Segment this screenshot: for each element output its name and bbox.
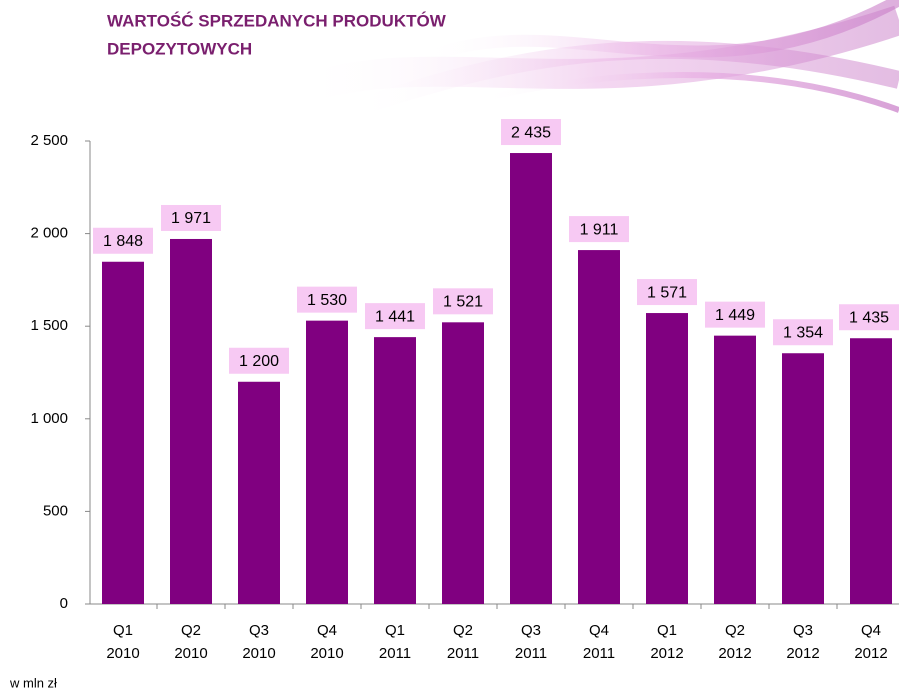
- y-tick-label: 2 500: [30, 132, 68, 149]
- value-label: 1 571: [647, 284, 687, 301]
- value-label-box: [229, 347, 289, 374]
- x-tick-label: Q3: [249, 622, 269, 639]
- x-tick-label: 2010: [242, 645, 275, 662]
- x-tick-label: 2010: [106, 645, 139, 662]
- chart-title: WARTOŚĆ SPRZEDANYCH PRODUKTÓW: [107, 11, 447, 30]
- value-label-box: [773, 319, 833, 346]
- bar: [510, 153, 552, 604]
- value-label-box: [501, 119, 561, 146]
- bar: [374, 337, 416, 604]
- x-tick-label: Q1: [385, 622, 405, 639]
- value-label-box: [365, 303, 425, 330]
- value-label-box: [637, 279, 697, 306]
- value-label: 1 848: [103, 233, 143, 250]
- y-tick-label: 1 500: [30, 317, 68, 334]
- bar: [442, 322, 484, 604]
- bar: [850, 338, 892, 604]
- x-tick-label: 2011: [447, 645, 479, 662]
- value-label: 1 435: [849, 309, 889, 326]
- value-label: 1 441: [375, 308, 415, 325]
- value-label-box: [297, 286, 357, 313]
- x-tick-label: Q2: [453, 622, 473, 639]
- bar: [646, 313, 688, 604]
- chart-title: DEPOZYTOWYCH: [107, 39, 252, 58]
- value-label-box: [93, 227, 153, 254]
- x-tick-label: 2012: [650, 645, 683, 662]
- y-tick-label: 0: [60, 595, 68, 612]
- x-tick-label: Q3: [521, 622, 541, 639]
- value-label: 1 971: [171, 210, 211, 227]
- value-label-box: [161, 204, 221, 231]
- x-tick-label: Q2: [725, 622, 745, 639]
- x-tick-label: Q4: [317, 622, 337, 639]
- value-label: 1 530: [307, 292, 347, 309]
- value-label: 2 435: [511, 124, 551, 141]
- y-tick-label: 500: [43, 502, 68, 519]
- unit-note: w mln zł: [9, 675, 57, 690]
- bar: [102, 261, 144, 604]
- value-label: 1 354: [783, 324, 823, 341]
- value-label-box: [839, 304, 899, 331]
- x-tick-label: 2010: [310, 645, 343, 662]
- x-tick-label: 2012: [786, 645, 819, 662]
- value-label: 1 449: [715, 307, 755, 324]
- x-tick-label: Q2: [181, 622, 201, 639]
- x-tick-label: 2011: [583, 645, 615, 662]
- x-tick-label: 2011: [515, 645, 547, 662]
- x-tick-label: Q1: [657, 622, 677, 639]
- bar: [306, 320, 348, 604]
- x-tick-label: 2010: [174, 645, 207, 662]
- value-label-box: [569, 216, 629, 243]
- background-swirl: [295, 0, 899, 119]
- value-label: 1 200: [239, 353, 279, 370]
- value-label: 1 521: [443, 294, 483, 311]
- y-tick-label: 2 000: [30, 225, 68, 242]
- bar: [714, 335, 756, 604]
- bar: [170, 238, 212, 604]
- x-tick-label: 2011: [379, 645, 411, 662]
- value-label-box: [705, 301, 765, 328]
- x-tick-label: Q3: [793, 622, 813, 639]
- bar: [238, 381, 280, 604]
- value-label: 1 911: [580, 221, 619, 238]
- x-tick-label: Q1: [113, 622, 133, 639]
- y-tick-label: 1 000: [30, 410, 68, 427]
- x-tick-label: 2012: [718, 645, 751, 662]
- x-tick-label: Q4: [589, 622, 609, 639]
- x-tick-label: Q4: [861, 622, 881, 639]
- bar: [578, 250, 620, 604]
- x-tick-label: 2012: [854, 645, 887, 662]
- bar: [782, 353, 824, 604]
- value-label-box: [433, 288, 493, 315]
